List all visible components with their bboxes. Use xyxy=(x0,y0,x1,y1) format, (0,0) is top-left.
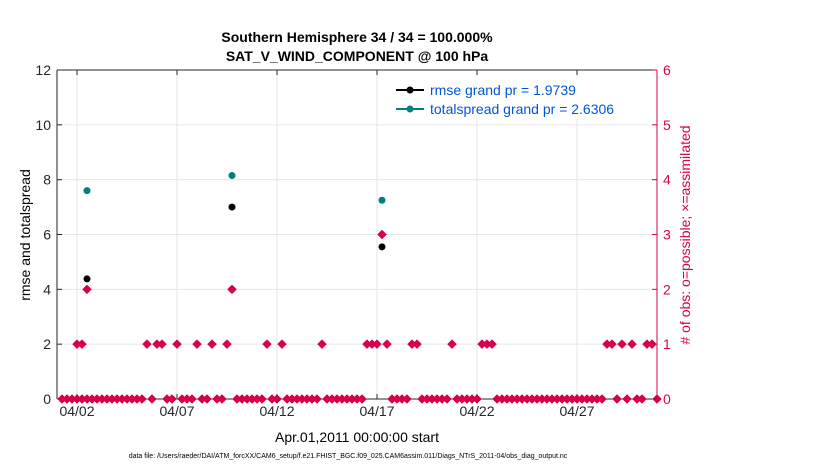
obs-count-point xyxy=(597,394,607,404)
legend: rmse grand pr = 1.9739 totalspread grand… xyxy=(390,77,652,119)
rmse-point xyxy=(378,243,386,251)
y-left-tick-label: 12 xyxy=(35,62,51,78)
obs-count-point xyxy=(622,394,632,404)
obs-count-point xyxy=(402,394,412,404)
obs-count-point xyxy=(607,339,617,350)
rmse-point xyxy=(83,275,91,283)
obs-count-point xyxy=(222,339,232,350)
y-right-tick-label: 6 xyxy=(663,62,671,78)
totalspread-point xyxy=(83,187,91,195)
x-tick-label: 04/07 xyxy=(159,403,194,419)
legend-rmse-marker xyxy=(406,86,414,94)
obs-count-point xyxy=(217,394,227,404)
x-axis-label: Apr.01,2011 00:00:00 start xyxy=(275,429,439,445)
y-right-tick-label: 5 xyxy=(663,117,671,133)
data-marks xyxy=(57,172,662,404)
obs-count-point xyxy=(372,339,382,350)
obs-count-point xyxy=(317,339,327,350)
obs-count-point xyxy=(262,339,272,350)
obs-count-point xyxy=(487,339,497,350)
obs-count-point xyxy=(187,394,197,404)
totalspread-point xyxy=(228,172,236,180)
obs-count-point xyxy=(257,394,267,404)
obs-count-point xyxy=(207,339,217,350)
obs-count-point xyxy=(377,229,387,240)
data-file-footnote: data file: /Users/raeder/DAI/ATM_forcXX/… xyxy=(129,453,568,460)
obs-count-point xyxy=(272,394,282,404)
obs-count-point xyxy=(472,394,482,404)
y-right-tick-label: 0 xyxy=(663,391,671,407)
obs-count-point xyxy=(627,339,637,350)
obs-count-point xyxy=(277,339,287,350)
x-tick-label: 04/02 xyxy=(59,403,94,419)
y-right-tick-label: 1 xyxy=(663,336,671,352)
legend-totalspread-marker xyxy=(406,105,414,113)
obs-count-point xyxy=(167,394,177,404)
obs-count-point xyxy=(147,394,157,404)
legend-totalspread-label: totalspread grand pr = 2.6306 xyxy=(430,101,614,117)
y-left-tick-label: 2 xyxy=(43,336,51,352)
rmse-point xyxy=(228,203,236,211)
obs-count-point xyxy=(312,394,322,404)
obs-count-point xyxy=(647,339,657,350)
x-tick-label: 04/12 xyxy=(259,403,294,419)
obs-count-point xyxy=(612,394,622,404)
obs-count-point xyxy=(137,394,147,404)
obs-count-point xyxy=(102,394,112,404)
obs-count-point xyxy=(172,339,182,350)
obs-count-point xyxy=(442,394,452,404)
obs-count-point xyxy=(412,339,422,350)
chart-title-line2: SAT_V_WIND_COMPONENT @ 100 hPa xyxy=(226,48,489,64)
obs-count-point xyxy=(652,394,662,404)
obs-count-point xyxy=(617,339,627,350)
obs-count-point xyxy=(192,339,202,350)
x-tick-label: 04/27 xyxy=(559,403,594,419)
y-left-tick-label: 4 xyxy=(43,281,51,297)
legend-rmse-label: rmse grand pr = 1.9739 xyxy=(430,82,576,98)
obs-count-point xyxy=(202,394,212,404)
y-left-tick-label: 0 xyxy=(43,391,51,407)
x-tick-label: 04/22 xyxy=(459,403,494,419)
obs-count-point xyxy=(142,339,152,350)
y-right-tick-label: 2 xyxy=(663,281,671,297)
obs-count-point xyxy=(77,339,87,350)
y-left-tick-label: 10 xyxy=(35,117,51,133)
legend-box xyxy=(390,77,652,119)
obs-count-point xyxy=(82,284,92,295)
x-tick-label: 04/17 xyxy=(359,403,394,419)
obs-count-point xyxy=(357,394,367,404)
y-left-tick-label: 8 xyxy=(43,172,51,188)
obs-count-point xyxy=(227,284,237,295)
obs-count-point xyxy=(447,339,457,350)
y-left-tick-label: 6 xyxy=(43,227,51,243)
y-right-tick-label: 3 xyxy=(663,227,671,243)
chart-title-line1: Southern Hemisphere 34 / 34 = 100.000% xyxy=(221,29,493,45)
y-axis-left-label: rmse and totalspread xyxy=(17,169,33,301)
obs-count-point xyxy=(157,339,167,350)
y-right-tick-label: 4 xyxy=(663,172,671,188)
y-axis-right-label: # of obs: o=possible; ×=assimilated xyxy=(677,125,693,344)
totalspread-point xyxy=(378,196,386,204)
obs-count-point xyxy=(637,394,647,404)
obs-count-point xyxy=(382,339,392,350)
